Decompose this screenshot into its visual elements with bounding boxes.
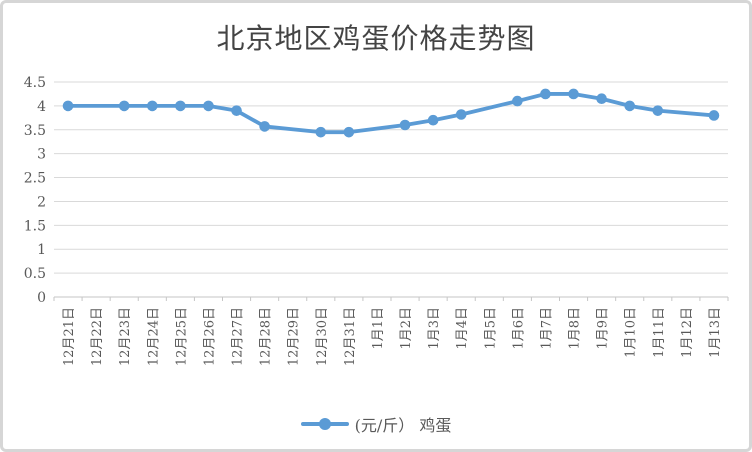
data-point-marker xyxy=(455,109,467,120)
x-tick-labels: 12月21日 12月22日 12月23日 12月24日 12月25日 12月26日 12月2… xyxy=(62,307,723,366)
x-tick-label: 1月12日 xyxy=(680,307,695,358)
x-tick-label: 12月29日 xyxy=(287,307,302,366)
data-point-marker xyxy=(652,105,664,116)
data-point-marker xyxy=(259,121,270,132)
data-point-marker xyxy=(203,100,214,112)
x-tick-label: 12月28日 xyxy=(259,307,274,366)
legend-line-marker-swatch xyxy=(300,418,349,430)
x-tick-label: 1月10日 xyxy=(624,307,639,358)
y-tick-label: 1 xyxy=(37,242,46,258)
y-tick-label: 3.5 xyxy=(24,123,46,139)
y-tick-labels: 0 0.5 1 1.5 2 2.5 3 3.5 4 4.5 xyxy=(24,75,46,306)
x-tick-label: 12月21日 xyxy=(62,307,77,366)
x-tick-label: 1月1日 xyxy=(371,307,386,350)
x-tick-label: 12月23日 xyxy=(118,307,133,366)
data-point-marker xyxy=(175,100,186,112)
x-tick-label: 12月24日 xyxy=(146,307,161,366)
x-tick-label: 1月6日 xyxy=(511,307,526,350)
y-tick-label: 3 xyxy=(37,147,46,163)
x-tick-label: 1月11日 xyxy=(652,307,667,358)
y-tick-label: 2.5 xyxy=(24,171,46,187)
y-tick-label: 4 xyxy=(37,99,46,115)
price-line xyxy=(66,92,716,135)
x-tick-label: 12月25日 xyxy=(174,307,189,366)
chart-title: 北京地区鸡蛋价格走势图 xyxy=(216,22,536,55)
x-axis-ticks xyxy=(53,297,729,301)
data-point-marker xyxy=(568,88,579,100)
x-tick-label: 1月4日 xyxy=(455,307,470,350)
data-point-markers xyxy=(62,88,720,138)
legend-marker-dot-icon xyxy=(318,418,331,430)
y-tick-label: 1.5 xyxy=(24,218,46,234)
data-point-marker xyxy=(146,100,158,112)
data-point-marker xyxy=(118,100,130,112)
x-tick-label: 12月27日 xyxy=(231,307,246,366)
x-tick-label: 12月31日 xyxy=(343,307,358,366)
y-gridlines xyxy=(54,81,728,298)
data-point-marker xyxy=(624,100,636,112)
y-tick-label: 4.5 xyxy=(24,75,46,91)
data-point-marker xyxy=(315,126,327,138)
data-point-marker xyxy=(596,93,607,105)
x-tick-label: 1月13日 xyxy=(708,307,723,358)
x-tick-label: 12月30日 xyxy=(315,307,330,366)
y-tick-label: 2 xyxy=(37,194,46,210)
data-point-marker xyxy=(708,110,720,121)
chart-legend: (元/斤） 鸡蛋 xyxy=(3,412,749,436)
data-point-marker xyxy=(231,105,242,116)
data-point-marker xyxy=(399,119,411,131)
data-point-marker xyxy=(62,100,74,112)
x-tick-label: 1月5日 xyxy=(483,307,498,350)
x-tick-label: 12月26日 xyxy=(202,307,217,366)
y-tick-label: 0.5 xyxy=(24,266,46,282)
x-tick-label: 12月22日 xyxy=(90,307,105,366)
data-point-marker xyxy=(540,88,551,100)
legend-series-label: (元/斤） 鸡蛋 xyxy=(354,416,452,435)
data-point-marker xyxy=(343,126,355,138)
data-point-marker xyxy=(512,95,523,107)
x-tick-label: 1月8日 xyxy=(568,307,583,350)
data-point-marker xyxy=(427,114,439,126)
x-tick-label: 1月7日 xyxy=(539,307,554,350)
x-tick-label: 1月9日 xyxy=(596,307,611,350)
x-tick-label: 1月2日 xyxy=(399,307,414,350)
x-tick-label: 1月3日 xyxy=(427,307,442,350)
y-tick-label: 0 xyxy=(37,290,46,306)
